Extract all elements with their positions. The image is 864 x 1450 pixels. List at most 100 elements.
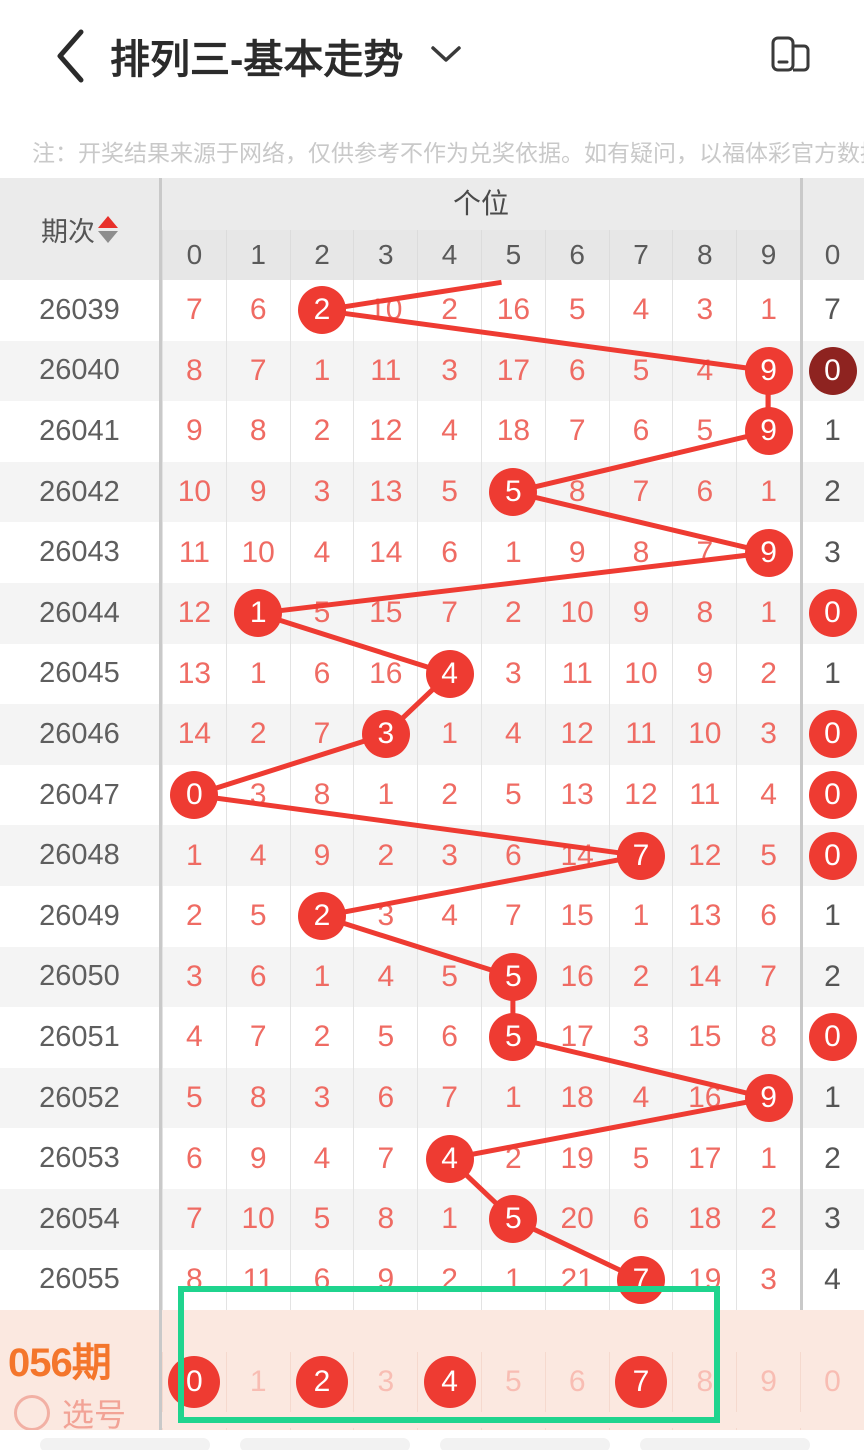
row-period-label: 26055 — [0, 1249, 162, 1311]
selection-number[interactable]: 1 — [225, 1352, 290, 1413]
table-row[interactable]: 26042 10 9 3 13 5 5 8 7 6 1 2 — [0, 461, 864, 523]
cell-miss: 6 — [736, 886, 800, 947]
column-header-0[interactable]: 0 — [162, 230, 226, 280]
selection-number[interactable]: 9 — [736, 1352, 800, 1413]
table-row[interactable]: 26052 5 8 3 6 7 1 18 4 16 9 1 — [0, 1067, 864, 1129]
back-button[interactable] — [38, 24, 102, 88]
row-period-label: 26054 — [0, 1189, 162, 1250]
table-row[interactable]: 26039 7 6 2 10 2 16 5 4 3 1 7 — [0, 280, 864, 341]
cell-miss: 2 — [289, 1007, 354, 1068]
cell-miss: 14 — [162, 704, 226, 765]
cell-miss: 11 — [225, 1249, 290, 1311]
hit-badge: 1 — [234, 589, 283, 638]
table-row[interactable]: 26053 6 9 4 7 4 2 19 5 17 1 2 — [0, 1128, 864, 1189]
cell-miss: 8 — [544, 461, 609, 523]
table-row[interactable]: 26050 3 6 1 4 5 5 16 2 14 7 2 — [0, 946, 864, 1008]
pick-number-button[interactable]: 选号 — [14, 1390, 126, 1436]
row-period-label: 26052 — [0, 1067, 162, 1129]
cell-miss: 9 — [544, 522, 609, 583]
column-header-8[interactable]: 8 — [672, 230, 737, 280]
cell-miss: 8 — [289, 764, 354, 826]
row-period-label: 26042 — [0, 461, 162, 523]
cell-miss: 9 — [225, 1128, 290, 1189]
table-row[interactable]: 26047 0 3 8 1 2 5 13 12 11 4 0 — [0, 764, 864, 826]
table-row[interactable]: 26041 9 8 2 12 4 18 7 6 5 9 1 — [0, 401, 864, 462]
selection-number[interactable]: 3 — [353, 1352, 417, 1413]
next-group-column-header-0[interactable]: 0 — [800, 178, 864, 280]
cell-miss: 17 — [544, 1007, 609, 1068]
selection-number-selected[interactable]: 7 — [608, 1352, 673, 1413]
table-row[interactable]: 26046 14 2 7 3 1 4 12 11 10 3 0 — [0, 704, 864, 765]
table-row[interactable]: 26040 8 7 1 11 3 17 6 5 4 9 0 — [0, 340, 864, 402]
selection-number[interactable]: 8 — [672, 1352, 736, 1413]
hit-badge: 7 — [616, 831, 665, 880]
cell-next-group: 3 — [800, 522, 864, 583]
selection-number-selected[interactable]: 0 — [162, 1352, 226, 1413]
group-divider — [800, 178, 803, 1450]
cell-miss: 9 — [353, 1249, 417, 1311]
table-row[interactable]: 26051 4 7 2 5 6 5 17 3 15 8 0 — [0, 1007, 864, 1068]
cell-miss: 2 — [481, 1128, 545, 1189]
cell-miss: 9 — [162, 401, 226, 462]
table-row[interactable]: 26055 8 11 6 9 2 1 21 7 19 3 4 — [0, 1249, 864, 1311]
cell-miss: 5 — [608, 340, 673, 402]
column-header-6[interactable]: 6 — [544, 230, 609, 280]
table-row[interactable]: 26054 7 10 5 8 1 5 20 6 18 2 3 — [0, 1189, 864, 1250]
cell-miss: 7 — [417, 583, 481, 644]
selected-badge: 0 — [168, 1356, 221, 1409]
table-row[interactable]: 26049 2 5 2 3 4 7 15 1 13 6 1 — [0, 886, 864, 947]
column-header-2[interactable]: 2 — [289, 230, 354, 280]
title-dropdown-button[interactable] — [429, 43, 463, 70]
selection-number[interactable]: 5 — [481, 1352, 545, 1413]
cell-hit: 2 — [289, 886, 354, 947]
table-row[interactable]: 26048 1 4 9 2 3 6 14 7 12 5 0 — [0, 825, 864, 886]
table-row[interactable]: 26043 11 10 4 14 6 1 9 8 7 9 3 — [0, 522, 864, 583]
selection-number-selected[interactable]: 2 — [289, 1352, 354, 1413]
cell-next-group: 1 — [800, 643, 864, 705]
split-screen-icon — [766, 30, 814, 83]
hit-badge: 9 — [744, 346, 793, 395]
cell-miss: 10 — [162, 461, 226, 523]
column-header-9[interactable]: 9 — [736, 230, 800, 280]
hit-badge: 0 — [808, 589, 857, 638]
column-header-5[interactable]: 5 — [481, 230, 545, 280]
cell-hit: 1 — [225, 583, 290, 644]
cell-next-group: 2 — [800, 946, 864, 1008]
cell-hit: 0 — [162, 764, 226, 826]
column-header-7[interactable]: 7 — [608, 230, 673, 280]
cell-miss: 3 — [162, 946, 226, 1008]
column-header-1[interactable]: 1 — [225, 230, 290, 280]
split-screen-button[interactable] — [766, 30, 814, 83]
table-row[interactable]: 26045 13 1 6 16 4 3 11 10 9 2 1 — [0, 643, 864, 705]
cell-miss: 7 — [225, 1007, 290, 1068]
period-column-header[interactable]: 期次 — [0, 178, 162, 280]
strip-chip — [640, 1438, 810, 1450]
table-row[interactable]: 26044 12 1 5 15 7 2 10 9 8 1 0 — [0, 583, 864, 644]
cell-miss: 2 — [736, 643, 800, 705]
selected-badge: 4 — [423, 1356, 476, 1409]
cell-miss: 3 — [225, 764, 290, 826]
cell-miss: 18 — [672, 1189, 736, 1250]
page-header: 排列三-基本走势 — [0, 0, 864, 112]
selection-number-selected[interactable]: 4 — [417, 1352, 481, 1413]
row-period-label: 26039 — [0, 280, 162, 341]
cell-miss: 2 — [481, 583, 545, 644]
cell-miss: 20 — [544, 1189, 609, 1250]
cell-miss: 2 — [162, 886, 226, 947]
row-period-label: 26040 — [0, 340, 162, 402]
cell-miss: 16 — [481, 280, 545, 341]
triangle-up-icon — [98, 215, 118, 228]
cell-miss: 1 — [736, 583, 800, 644]
column-header-4[interactable]: 4 — [417, 230, 481, 280]
cell-next-group: 3 — [800, 1189, 864, 1250]
sort-toggle[interactable] — [98, 215, 118, 243]
cell-miss: 3 — [289, 461, 354, 523]
selection-number-next-group[interactable]: 0 — [800, 1352, 864, 1413]
hit-badge: 0 — [808, 710, 857, 759]
cell-miss: 6 — [225, 946, 290, 1008]
cell-hit-next-group: 0 — [800, 340, 864, 402]
column-header-3[interactable]: 3 — [353, 230, 418, 280]
selection-number[interactable]: 6 — [544, 1352, 609, 1413]
